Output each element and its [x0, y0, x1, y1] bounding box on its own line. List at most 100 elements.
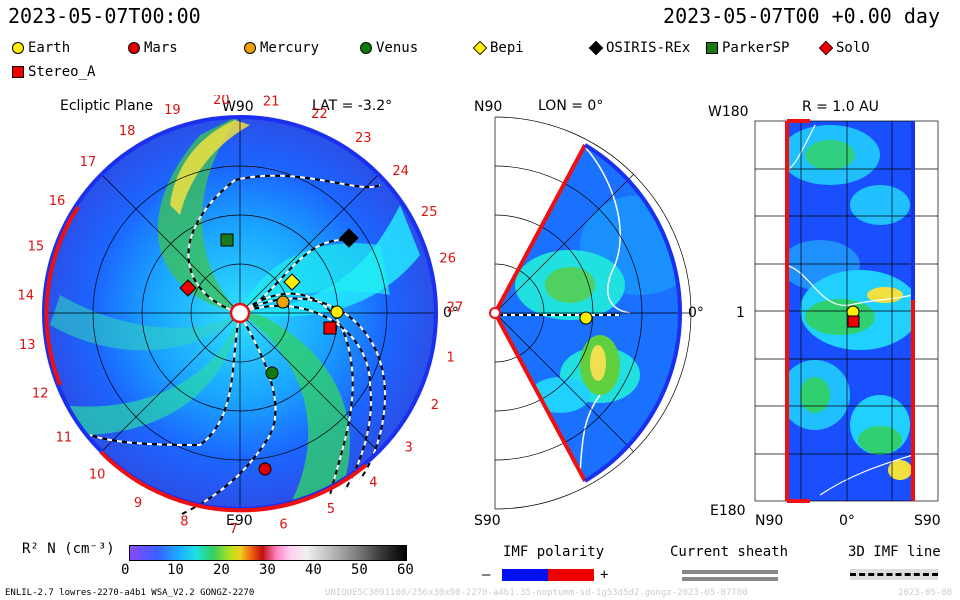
mars-marker	[258, 462, 272, 476]
meridional-right-label: 0°	[688, 305, 704, 321]
earth-marker	[330, 305, 344, 319]
carrington-label: 20	[213, 95, 230, 108]
carrington-label: 7	[230, 522, 238, 535]
venus-marker	[265, 366, 279, 380]
meridional-edge-top	[493, 144, 587, 314]
legend-item-stereo-a: Stereo_A	[12, 64, 95, 80]
map-top-left-label: W180	[708, 104, 749, 120]
imf-line-sample	[850, 573, 938, 576]
diamond-icon	[818, 40, 834, 56]
carrington-label: 9	[134, 496, 142, 511]
legend-label: SolO	[836, 40, 870, 56]
circle-icon	[12, 42, 24, 54]
footer-model-info: ENLIL-2.7 lowres-2270-a4b1 WSA_V2.2 GONG…	[5, 588, 255, 598]
carrington-label: 6	[279, 518, 287, 533]
circle-icon	[244, 42, 256, 54]
carrington-label: 18	[119, 124, 136, 139]
carrington-longitude-labels: 20 21222324252627123456789101112131415161…	[18, 95, 464, 535]
legend-label: OSIRIS-REx	[606, 40, 691, 56]
colorbar-tick-label: 60	[397, 562, 414, 578]
carrington-label: 24	[392, 164, 409, 179]
carrington-label: 14	[18, 288, 35, 303]
meridional-plane-panel: N90 LON = 0° S90 0°	[474, 98, 704, 529]
mercury-marker	[276, 295, 290, 309]
datetime-right: 2023-05-07T00 +0.00 day	[663, 4, 940, 28]
diamond-icon	[472, 40, 488, 56]
carrington-label: 13	[19, 338, 36, 353]
imf-minus-label: –	[482, 567, 491, 583]
carrington-label: 11	[56, 430, 73, 445]
meridional-lon-label: LON = 0°	[538, 98, 603, 114]
datetime-left: 2023-05-07T00:00	[8, 4, 201, 28]
imf-line-title: 3D IMF line	[848, 544, 941, 560]
carrington-label: 12	[32, 386, 49, 401]
ecliptic-bottom-label: E90	[226, 513, 253, 529]
footer-date-info: 2023-05-08	[898, 588, 953, 598]
ecliptic-right-label: 0°	[443, 305, 459, 321]
carrington-label: 8	[180, 515, 188, 530]
stereo-a-marker	[323, 321, 337, 335]
polarity-ring-positive-left	[44, 205, 80, 386]
current-sheath-line-2	[682, 577, 778, 581]
imf-polarity-title: IMF polarity	[503, 544, 605, 560]
carrington-label: 5	[327, 502, 335, 517]
carrington-label: 3	[404, 440, 412, 455]
imf-plus-label: +	[600, 567, 609, 583]
colorbar-tick-label: 0	[121, 562, 130, 578]
diamond-icon	[588, 40, 604, 56]
carrington-label: 17	[80, 155, 97, 170]
imf-negative-swatch	[502, 569, 548, 581]
carrington-label: 26	[439, 251, 456, 266]
circle-icon	[128, 42, 140, 54]
carrington-label: 10	[89, 468, 106, 483]
carrington-label: 2	[431, 398, 439, 413]
legend-item-mercury: Mercury	[244, 40, 319, 56]
square-icon	[706, 42, 718, 54]
spiral-field-lines	[89, 174, 387, 516]
osiris-rex-marker	[339, 228, 359, 248]
meridional-top-label: N90	[474, 99, 502, 115]
footer-run-info: UNIQUE5C3091100/256x30x90-2270-a4b1.35-n…	[325, 588, 748, 598]
meridional-edge-bottom	[493, 312, 587, 482]
carrington-label: 22	[311, 107, 328, 122]
legend-label: Earth	[28, 40, 71, 56]
stereo-a-marker	[847, 315, 860, 328]
current-sheath-title: Current sheath	[670, 544, 789, 560]
meridional-outer-arc	[583, 143, 682, 483]
parkersp-marker	[220, 233, 234, 247]
ecliptic-plane-panel: Ecliptic Plane W90 LAT = -3.2° E90 0° 20…	[18, 95, 464, 535]
carrington-label: 25	[421, 205, 438, 220]
legend-label: Venus	[376, 40, 419, 56]
legend-label: Stereo_A	[28, 64, 96, 80]
circle-icon	[360, 42, 372, 54]
colorbar-tick-label: 30	[259, 562, 276, 578]
ecliptic-top-label: W90	[222, 99, 254, 115]
carrington-label: 4	[369, 476, 377, 491]
legend-label: Mars	[144, 40, 178, 56]
colorbar-tick-label: 20	[213, 562, 230, 578]
legend-item-bepi: Bepi	[472, 40, 524, 56]
sun-icon	[229, 302, 251, 324]
earth-marker	[579, 311, 593, 325]
square-icon	[12, 66, 24, 78]
map-r-label: R = 1.0 AU	[802, 99, 879, 115]
legend-item-venus: Venus	[360, 40, 418, 56]
bepi-marker	[283, 273, 301, 291]
current-sheath-line-1	[682, 570, 778, 574]
map-x-label-s90: S90	[914, 513, 941, 529]
map-mid-left-label: 1	[736, 305, 745, 321]
legend-label: Bepi	[490, 40, 524, 56]
carrington-label: 27	[447, 301, 464, 316]
ecliptic-title: Ecliptic Plane	[60, 98, 153, 114]
ecliptic-lat-label: LAT = -3.2°	[312, 98, 392, 114]
legend-label: ParkerSP	[722, 40, 790, 56]
map-x-label-n90: N90	[755, 513, 783, 529]
legend-item-earth: Earth	[12, 40, 70, 56]
map-bottom-left-label: E180	[710, 503, 746, 519]
carrington-label: 23	[355, 131, 372, 146]
carrington-label: 19	[164, 103, 181, 118]
legend-item-solo: SolO	[818, 40, 870, 56]
legend-item-parkersp: ParkerSP	[706, 40, 789, 56]
carrington-label: 16	[49, 194, 66, 209]
carrington-label: 15	[28, 239, 45, 254]
